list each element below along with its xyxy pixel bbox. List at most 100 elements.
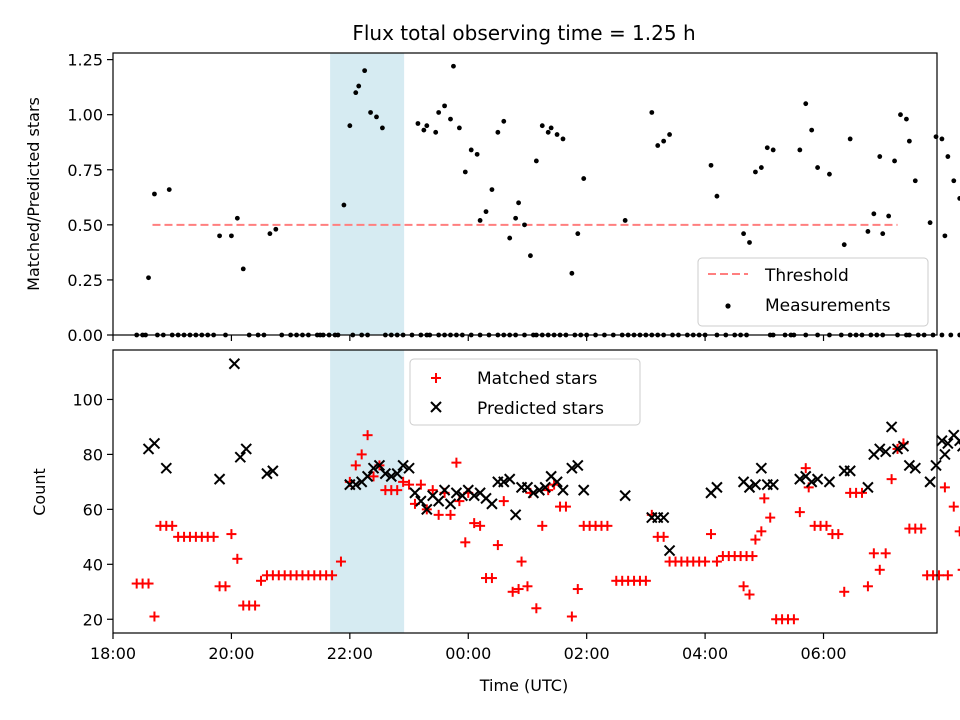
measurement-point: [240, 266, 246, 272]
predicted-legend-label: Predicted stars: [477, 399, 604, 419]
predicted-stars-point: [572, 459, 584, 472]
matched-stars-point: [226, 529, 237, 540]
measurement-point: [841, 242, 847, 248]
matched-stars-point: [744, 589, 755, 600]
measurement-point: [415, 121, 421, 126]
measurements-legend-swatch: [725, 303, 731, 309]
matched-stars-point: [451, 457, 462, 468]
matched-stars-point: [404, 479, 415, 490]
predicted-stars-point: [367, 462, 380, 474]
predicted-stars-point: [942, 437, 954, 450]
predicted-stars-point: [213, 473, 226, 485]
measurement-point: [714, 193, 720, 199]
measurement-point: [942, 233, 948, 239]
predicted-stars-point: [415, 495, 427, 507]
predicted-stars-point: [874, 443, 886, 455]
measurement-point: [809, 127, 815, 133]
measurement-point: [880, 231, 886, 237]
predicted-stars-point: [805, 476, 818, 488]
bottom-series-2: [142, 358, 960, 557]
predicted-stars-point: [767, 478, 779, 491]
matched-stars-point: [957, 568, 960, 571]
measurement-point: [483, 209, 489, 215]
matched-stars-point: [445, 509, 456, 520]
predicted-stars-point: [551, 476, 563, 488]
measurement-point: [347, 123, 353, 129]
predicted-stars-point: [891, 443, 904, 455]
measurement-point: [747, 240, 752, 245]
matched-stars-point: [700, 556, 711, 567]
measurement-point: [933, 134, 939, 140]
matched-stars-point: [800, 463, 811, 474]
measurement-point: [146, 275, 151, 281]
x-tick-label: 06:00: [800, 644, 846, 663]
matched-stars-point: [475, 520, 486, 531]
measurement-point: [516, 200, 521, 206]
bottom-legend: Matched stars Predicted stars: [409, 358, 641, 426]
measurement-point: [380, 125, 385, 131]
bottom-y-tick-label: 80: [83, 445, 103, 464]
matched-stars-point: [880, 548, 891, 559]
matched-stars-point: [460, 537, 471, 548]
matched-legend-swatch: [431, 373, 441, 383]
x-axis-label: Time (UTC): [479, 676, 568, 695]
predicted-stars-point: [557, 484, 569, 496]
measurement-point: [456, 125, 462, 131]
predicted-stars-point: [373, 459, 386, 472]
predicted-stars-point: [361, 470, 374, 483]
measurement-point: [341, 202, 347, 208]
measurement-point: [234, 215, 240, 221]
predicted-stars-point: [663, 544, 676, 557]
predicted-stars-point: [261, 467, 273, 480]
predicted-stars-point: [811, 473, 824, 485]
matched-stars-point: [498, 496, 509, 507]
matched-stars-point: [857, 487, 868, 498]
matched-stars-point: [398, 476, 409, 487]
matched-stars-point: [942, 570, 953, 581]
matched-stars-point: [507, 586, 518, 597]
predicted-stars-point: [743, 481, 756, 494]
measurement-point: [166, 187, 172, 192]
measurement-point: [468, 147, 474, 153]
matched-stars-point: [711, 556, 722, 567]
measurement-point: [622, 218, 628, 223]
predicted-stars-point: [160, 462, 172, 474]
matched-stars-point: [220, 581, 231, 592]
matched-stars-point: [566, 611, 577, 622]
measurement-point: [797, 147, 803, 153]
predicted-stars-point: [438, 484, 451, 496]
predicted-stars-point: [450, 487, 463, 499]
predicted-stars-point: [444, 498, 457, 510]
measurement-point: [522, 222, 527, 228]
x-tick-label: 00:00: [445, 644, 491, 663]
matched-stars-point: [492, 540, 503, 551]
measurement-point: [939, 332, 945, 338]
predicted-stars-point: [939, 448, 951, 461]
predicted-stars-point: [397, 459, 409, 472]
x-tick-label: 20:00: [208, 644, 254, 663]
bottom-highlight-band: [330, 350, 405, 633]
matched-stars-point: [327, 570, 338, 581]
measurement-point: [957, 332, 960, 338]
predicted-stars-point: [148, 437, 161, 450]
predicted-stars-point: [539, 481, 551, 494]
matched-stars-point: [362, 430, 373, 441]
matched-stars-point: [874, 564, 885, 575]
predicted-stars-point: [468, 489, 480, 502]
top-y-tick-label: 0.50: [67, 216, 103, 235]
matched-stars-point: [948, 501, 959, 512]
measurement-point: [827, 171, 832, 177]
measurement-point: [865, 229, 871, 234]
measurement-point: [560, 136, 566, 142]
predicted-stars-point: [533, 484, 546, 496]
measurement-point: [803, 101, 809, 107]
measurement-point: [545, 129, 551, 135]
matched-stars-point: [250, 600, 261, 611]
matched-stars-point: [738, 581, 749, 592]
predicted-stars-point: [936, 434, 948, 447]
predicted-stars-point: [267, 465, 279, 477]
bottom-series-1: [131, 430, 960, 625]
measurement-point: [948, 332, 954, 338]
top-plot-area: 0.00 0.25 0.50 0.75 1.00 1.25: [67, 51, 960, 345]
